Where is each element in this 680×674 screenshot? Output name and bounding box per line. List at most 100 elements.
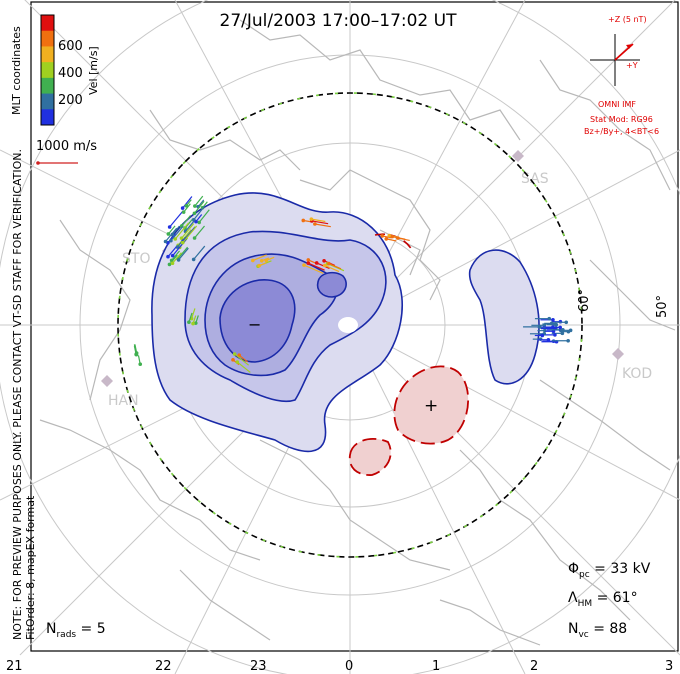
radar-site-label-sto: STO xyxy=(122,251,150,267)
velocity-vector-origin xyxy=(540,333,545,338)
velocity-vector-origin xyxy=(543,328,547,333)
velocity-vector xyxy=(327,263,345,272)
velocity-vector xyxy=(178,247,189,261)
velocity-vector-origin xyxy=(181,210,186,214)
colorbar-cell xyxy=(41,77,54,95)
vector-scale-dot xyxy=(36,161,40,165)
preview-note: NOTE: FOR PREVIEW PURPOSES ONLY. PLEASE … xyxy=(11,149,24,640)
velocity-vector-origin xyxy=(302,263,306,267)
velocity-vector xyxy=(172,252,182,264)
velocity-vector xyxy=(167,246,177,258)
colorbar-unit-label: Vel [m/s] xyxy=(87,46,100,95)
velocity-vector-origin xyxy=(169,238,173,243)
positive-potential-cell xyxy=(348,233,470,476)
velocity-vector-origin xyxy=(257,263,261,268)
velocity-vector-origin xyxy=(166,254,170,259)
colorbar-cell xyxy=(41,62,54,79)
velocity-vector-origin xyxy=(553,333,557,337)
velocity-vector-origin xyxy=(138,362,143,367)
colorbar-cell xyxy=(41,109,54,126)
imf-arrowhead xyxy=(626,44,633,49)
velocity-vector-origin xyxy=(170,253,175,258)
velocity-vector-origin xyxy=(327,261,331,266)
velocity-vector xyxy=(193,200,205,214)
colorbar-cell xyxy=(41,15,54,32)
velocity-vector xyxy=(238,354,249,363)
velocity-vector-origin xyxy=(560,331,565,336)
velocity-vector xyxy=(170,226,184,242)
velocity-vector-origin xyxy=(387,233,392,238)
nrads-stat: Nrads = 5 xyxy=(46,621,106,640)
potential-minimum-marker: − xyxy=(248,315,261,334)
velocity-vector xyxy=(308,262,325,271)
velocity-vector xyxy=(181,223,195,239)
imf-condition: Bz+/By+, 4<BT<6 xyxy=(584,127,659,136)
velocity-vector xyxy=(182,225,198,244)
negative-potential-cell xyxy=(151,192,540,453)
lambda-hm-stat: ΛHM = 61° xyxy=(568,590,638,609)
velocity-vector xyxy=(168,254,178,265)
nvc-stat: Nvc = 88 xyxy=(568,621,627,640)
velocity-vector-origin xyxy=(306,258,311,262)
velocity-vector-origin xyxy=(179,236,184,241)
velocity-vector-origin xyxy=(134,351,139,355)
imf-source: OMNI IMF xyxy=(598,100,636,109)
mlt-axis: 21 22 23 0 1 2 3 xyxy=(6,659,673,674)
velocity-vector-origin xyxy=(314,261,319,265)
colorbar-cell xyxy=(41,30,54,47)
velocity-vector-origin xyxy=(313,222,317,226)
velocity-vector-origin xyxy=(564,320,569,325)
kod-marker xyxy=(612,348,624,360)
velocity-vector xyxy=(194,195,204,207)
velocity-vector xyxy=(234,353,250,366)
hm-boundary xyxy=(117,92,583,558)
mlt-label-0: 0 xyxy=(345,659,353,674)
velocity-vector xyxy=(324,264,340,273)
velocity-vector-origin xyxy=(566,329,571,334)
velocity-vector xyxy=(328,262,342,270)
mlt-label-21: 21 xyxy=(6,659,23,674)
velocity-vector-origin xyxy=(551,318,555,322)
velocity-vector xyxy=(169,210,184,228)
velocity-vector xyxy=(193,245,206,260)
velocity-vectors xyxy=(133,195,573,373)
mlt-label-22: 22 xyxy=(155,659,172,674)
velocity-vector-origin xyxy=(193,321,198,325)
mlt-label-1: 1 xyxy=(432,659,440,674)
lat-label-50: 50° xyxy=(655,295,670,318)
coastlines xyxy=(39,19,676,646)
velocity-vector xyxy=(177,246,189,259)
velocity-vector-origin xyxy=(235,360,240,364)
velocity-colorbar: 600 400 200 Vel [m/s] xyxy=(40,14,100,126)
imf-y-label: +Y xyxy=(626,61,638,70)
sas-marker xyxy=(512,150,524,162)
velocity-vector-origin xyxy=(251,258,255,263)
velocity-vector-origin xyxy=(187,320,191,325)
velocity-vector xyxy=(171,250,180,261)
velocity-vector-origin xyxy=(167,225,172,229)
velocity-vector-origin xyxy=(173,237,178,241)
velocity-vector xyxy=(311,218,326,223)
velocity-vector-origin xyxy=(170,261,175,266)
mlt-label-2: 2 xyxy=(530,659,538,674)
velocity-vector-origin xyxy=(384,237,389,241)
velocity-vector xyxy=(311,220,329,225)
map-title: 27/Jul/2003 17:00–17:02 UT xyxy=(220,11,458,31)
potential-maximum-marker: + xyxy=(424,396,438,416)
colorbar-tick-200: 200 xyxy=(58,93,83,108)
velocity-vector-origin xyxy=(561,328,565,332)
phi-pc-stat: Φpc = 33 kV xyxy=(568,561,651,580)
velocity-vector-origin xyxy=(380,234,385,238)
coordinate-system-label: MLT coordinates xyxy=(10,26,23,115)
velocity-vector xyxy=(182,196,193,209)
colorbar-tick-400: 400 xyxy=(58,66,83,81)
velocity-vector xyxy=(303,264,324,274)
velocity-vector-origin xyxy=(554,322,559,327)
velocity-vector xyxy=(181,214,192,227)
velocity-vector xyxy=(194,225,205,239)
velocity-vector-origin xyxy=(167,262,172,267)
colorbar-cell xyxy=(41,46,54,63)
velocity-vector-origin xyxy=(191,217,196,222)
velocity-vector-origin xyxy=(163,239,168,244)
